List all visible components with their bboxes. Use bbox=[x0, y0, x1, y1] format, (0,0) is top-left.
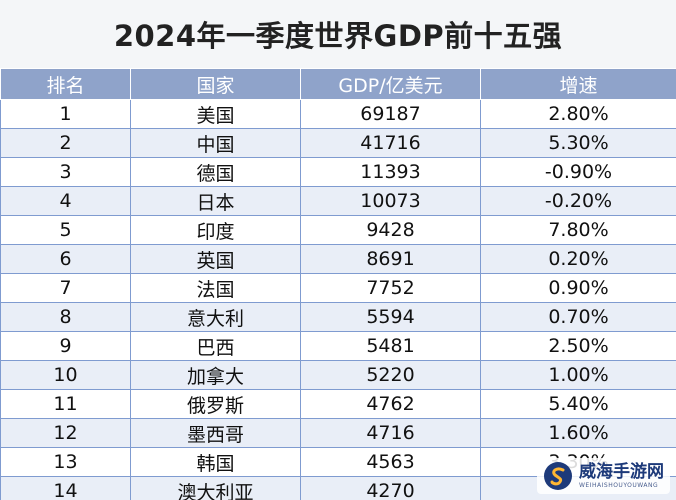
rank-cell: 11 bbox=[0, 389, 131, 419]
growth-cell: 1.60% bbox=[480, 418, 676, 448]
rank-cell: 8 bbox=[0, 302, 131, 332]
rank-cell: 4 bbox=[0, 186, 131, 216]
s-swirl-logo-icon bbox=[544, 462, 572, 490]
rank-cell: 3 bbox=[0, 157, 131, 187]
watermark-name: 威海手游网 bbox=[579, 461, 664, 482]
country-cell: 德国 bbox=[130, 157, 301, 187]
growth-cell: 7.80% bbox=[480, 215, 676, 245]
table-row: 9 巴西 5481 2.50% bbox=[0, 331, 676, 361]
growth-cell: 0.20% bbox=[480, 244, 676, 274]
table-row: 11 俄罗斯 4762 5.40% bbox=[0, 389, 676, 419]
growth-cell: 5.30% bbox=[480, 128, 676, 158]
growth-cell: -0.20% bbox=[480, 186, 676, 216]
growth-cell: 2.80% bbox=[480, 99, 676, 129]
table-row: 7 法国 7752 0.90% bbox=[0, 273, 676, 303]
country-cell: 澳大利亚 bbox=[130, 476, 301, 500]
watermark-subtitle: WEIHAISHOUYOUWANG bbox=[579, 481, 659, 489]
gdp-cell: 8691 bbox=[300, 244, 481, 274]
gdp-cell: 5220 bbox=[300, 360, 481, 390]
country-cell: 英国 bbox=[130, 244, 301, 274]
gdp-cell: 5594 bbox=[300, 302, 481, 332]
rank-cell: 10 bbox=[0, 360, 131, 390]
table-row: 12 墨西哥 4716 1.60% bbox=[0, 418, 676, 448]
table-row: 3 德国 11393 -0.90% bbox=[0, 157, 676, 187]
gdp-table: 排名 国家 GDP/亿美元 增速 1 美国 69187 2.80% 2 中国 41716 5.… bbox=[0, 68, 676, 500]
growth-cell: 0.90% bbox=[480, 273, 676, 303]
table-row: 6 英国 8691 0.20% bbox=[0, 244, 676, 274]
table-row: 4 日本 10073 -0.20% bbox=[0, 186, 676, 216]
rank-cell: 13 bbox=[0, 447, 131, 477]
rank-cell: 6 bbox=[0, 244, 131, 274]
country-cell: 加拿大 bbox=[130, 360, 301, 390]
watermark: 威海手游网 WEIHAISHOUYOUWANG bbox=[537, 458, 670, 494]
growth-cell: 5.40% bbox=[480, 389, 676, 419]
rank-cell: 12 bbox=[0, 418, 131, 448]
gdp-cell: 9428 bbox=[300, 215, 481, 245]
gdp-cell: 4762 bbox=[300, 389, 481, 419]
table-row: 10 加拿大 5220 1.00% bbox=[0, 360, 676, 390]
rank-cell: 2 bbox=[0, 128, 131, 158]
country-cell: 巴西 bbox=[130, 331, 301, 361]
country-cell: 俄罗斯 bbox=[130, 389, 301, 419]
gdp-cell: 11393 bbox=[300, 157, 481, 187]
rank-cell: 14 bbox=[0, 476, 131, 500]
rank-cell: 9 bbox=[0, 331, 131, 361]
gdp-cell: 4270 bbox=[300, 476, 481, 500]
country-cell: 法国 bbox=[130, 273, 301, 303]
gdp-cell: 5481 bbox=[300, 331, 481, 361]
gdp-cell: 4716 bbox=[300, 418, 481, 448]
table-row: 5 印度 9428 7.80% bbox=[0, 215, 676, 245]
gdp-cell: 7752 bbox=[300, 273, 481, 303]
table-container: 排名 国家 GDP/亿美元 增速 1 美国 69187 2.80% 2 中国 41716 5.… bbox=[0, 68, 676, 500]
title-bar: 2024年一季度世界GDP前十五强 bbox=[0, 0, 676, 68]
column-header-gdp: GDP/亿美元 bbox=[300, 68, 481, 100]
gdp-cell: 69187 bbox=[300, 99, 481, 129]
country-cell: 墨西哥 bbox=[130, 418, 301, 448]
country-cell: 日本 bbox=[130, 186, 301, 216]
country-cell: 中国 bbox=[130, 128, 301, 158]
country-cell: 印度 bbox=[130, 215, 301, 245]
column-header-country: 国家 bbox=[130, 68, 301, 100]
country-cell: 意大利 bbox=[130, 302, 301, 332]
table-body: 1 美国 69187 2.80% 2 中国 41716 5.30% 3 德国 11393 -0.90%… bbox=[0, 99, 676, 500]
growth-cell: 1.00% bbox=[480, 360, 676, 390]
growth-cell: 0.70% bbox=[480, 302, 676, 332]
gdp-cell: 41716 bbox=[300, 128, 481, 158]
column-header-rank: 排名 bbox=[0, 68, 131, 100]
table-row: 14 澳大利亚 4270 bbox=[0, 476, 676, 500]
table-row: 8 意大利 5594 0.70% bbox=[0, 302, 676, 332]
rank-cell: 1 bbox=[0, 99, 131, 129]
growth-cell: 2.50% bbox=[480, 331, 676, 361]
chart-title: 2024年一季度世界GDP前十五强 bbox=[113, 19, 563, 53]
watermark-text: 威海手游网 WEIHAISHOUYOUWANG bbox=[579, 461, 664, 489]
table-row: 2 中国 41716 5.30% bbox=[0, 128, 676, 158]
gdp-cell: 10073 bbox=[300, 186, 481, 216]
rank-cell: 7 bbox=[0, 273, 131, 303]
header-row: 排名 国家 GDP/亿美元 增速 bbox=[0, 68, 676, 100]
country-cell: 韩国 bbox=[130, 447, 301, 477]
country-cell: 美国 bbox=[130, 99, 301, 129]
column-header-growth: 增速 bbox=[480, 68, 676, 100]
table-row: 1 美国 69187 2.80% bbox=[0, 99, 676, 129]
rank-cell: 5 bbox=[0, 215, 131, 245]
gdp-cell: 4563 bbox=[300, 447, 481, 477]
growth-cell: -0.90% bbox=[480, 157, 676, 187]
